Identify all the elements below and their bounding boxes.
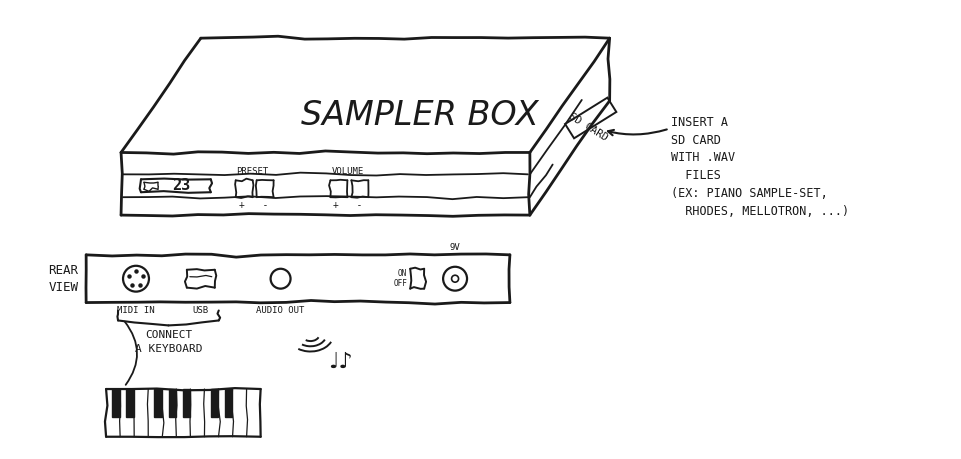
Polygon shape (112, 389, 120, 417)
Text: 9V: 9V (449, 243, 460, 252)
Text: SAMPLER BOX: SAMPLER BOX (301, 99, 538, 132)
Polygon shape (155, 389, 162, 417)
Text: (EX: PIANO SAMPLE-SET,: (EX: PIANO SAMPLE-SET, (671, 187, 827, 200)
Text: FILES: FILES (671, 169, 721, 182)
Text: SD CARD: SD CARD (566, 111, 608, 143)
Text: AUDIO OUT: AUDIO OUT (257, 306, 305, 314)
Polygon shape (126, 389, 134, 417)
Text: ON
OFF: ON OFF (393, 269, 407, 288)
Text: SD CARD: SD CARD (671, 134, 721, 146)
Text: WITH .WAV: WITH .WAV (671, 151, 735, 164)
Polygon shape (225, 389, 233, 417)
Polygon shape (183, 389, 190, 417)
Text: USB: USB (192, 306, 209, 314)
Text: +   -: + - (333, 200, 362, 210)
Polygon shape (168, 389, 176, 417)
Text: RHODES, MELLOTRON, ...): RHODES, MELLOTRON, ...) (671, 205, 849, 218)
Text: PRESET: PRESET (236, 168, 268, 176)
Text: VOLUME: VOLUME (331, 168, 363, 176)
Polygon shape (210, 389, 218, 417)
Text: +   -: + - (238, 200, 268, 210)
Text: REAR
VIEW: REAR VIEW (48, 264, 78, 294)
Bar (564, 98, 616, 138)
Text: ♩♪: ♩♪ (328, 352, 353, 372)
Text: MIDI IN: MIDI IN (117, 306, 155, 314)
Text: CONNECT
A KEYBOARD: CONNECT A KEYBOARD (135, 330, 202, 353)
Text: INSERT A: INSERT A (671, 116, 727, 129)
Text: 23: 23 (172, 178, 189, 193)
